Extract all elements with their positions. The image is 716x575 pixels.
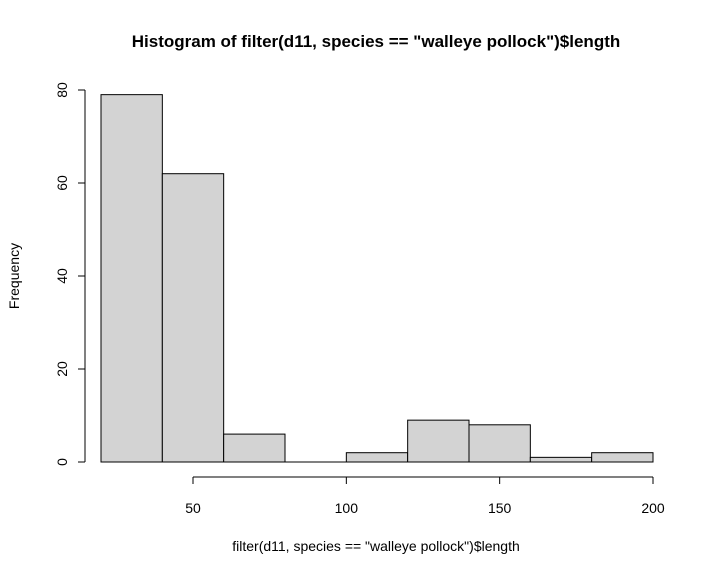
y-tick-label-20: 20 bbox=[54, 361, 70, 377]
histogram-bar-6 bbox=[468, 424, 531, 463]
x-tick-label-200: 200 bbox=[641, 500, 665, 516]
x-tick-label-100: 100 bbox=[335, 500, 359, 516]
histogram-bar-2 bbox=[223, 433, 286, 463]
histogram-bar-5 bbox=[407, 419, 470, 463]
y-tick-label-40: 40 bbox=[54, 268, 70, 284]
y-axis: 0 20 40 60 80 bbox=[54, 82, 86, 466]
chart-title: Histogram of filter(d11, species == "wal… bbox=[132, 32, 621, 51]
histogram-bar-7 bbox=[529, 456, 593, 463]
histogram-bar-1 bbox=[161, 173, 225, 463]
y-tick-label-60: 60 bbox=[54, 175, 70, 191]
histogram-bar-4 bbox=[345, 452, 409, 463]
y-tick-label-0: 0 bbox=[54, 458, 70, 466]
histogram-bar-8 bbox=[591, 452, 654, 463]
y-axis-label: Frequency bbox=[6, 243, 22, 309]
bars-group bbox=[100, 94, 654, 463]
x-tick-label-50: 50 bbox=[185, 500, 201, 516]
x-tick-label-150: 150 bbox=[488, 500, 512, 516]
y-tick-label-80: 80 bbox=[54, 82, 70, 98]
x-axis-label: filter(d11, species == "walleye pollock"… bbox=[232, 538, 520, 554]
x-axis: 50 100 150 200 bbox=[185, 476, 665, 516]
histogram-bar-0 bbox=[100, 94, 163, 463]
